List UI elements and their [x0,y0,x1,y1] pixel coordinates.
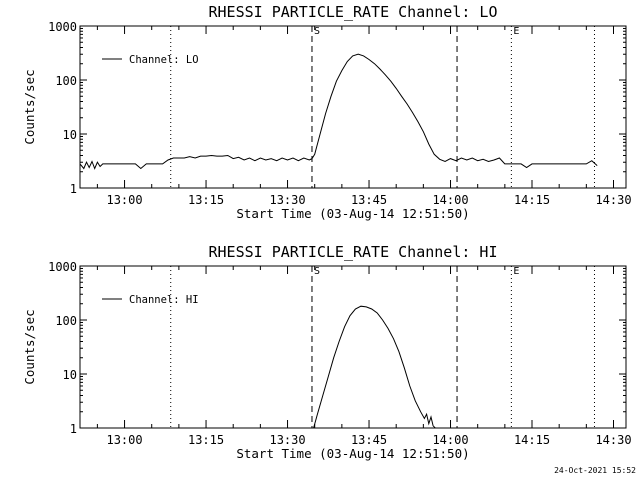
x-tick-label: 14:30 [595,193,631,207]
x-tick-label: 13:45 [351,433,387,447]
marker-label: E [513,266,519,277]
legend-entry: Channel: LO [129,54,199,66]
y-tick-label: 1000 [48,20,77,34]
x-tick-label: 14:15 [514,193,550,207]
plot-frame-1 [79,25,627,189]
x-tick-label: 13:45 [351,193,387,207]
plot-frame-2 [79,265,627,429]
x-axis-label: Start Time (03-Aug-14 12:51:50) [236,206,469,221]
marker-label: S [314,266,320,277]
y-axis-label: Counts/sec [22,69,37,144]
y-tick-label: 1000 [48,260,77,274]
y-tick-label: 1 [70,422,77,436]
marker-label: E [513,26,519,37]
x-tick-label: 14:30 [595,433,631,447]
x-tick-label: 13:15 [188,433,224,447]
x-tick-label: 13:30 [269,193,305,207]
y-tick-label: 10 [63,128,77,142]
x-axis-label: Start Time (03-Aug-14 12:51:50) [236,446,469,461]
x-tick-label: 13:00 [106,193,142,207]
x-tick-label: 14:00 [432,433,468,447]
x-tick-label: 14:15 [514,433,550,447]
x-tick-label: 13:15 [188,193,224,207]
y-tick-label: 100 [55,74,77,88]
marker-label: S [314,26,320,37]
y-tick-label: 1 [70,182,77,196]
legend-entry: Channel: HI [129,294,199,306]
y-tick-label: 100 [55,314,77,328]
chart-title-1: RHESSI PARTICLE_RATE Channel: LO [209,3,498,21]
series-line-1 [79,53,598,170]
x-tick-label: 14:00 [432,193,468,207]
chart-title-2: RHESSI PARTICLE_RATE Channel: HI [209,243,498,261]
plot-timestamp: 24-Oct-2021 15:52 [554,466,636,475]
series-line-2 [313,305,436,429]
x-tick-label: 13:30 [269,433,305,447]
y-tick-label: 10 [63,368,77,382]
x-tick-label: 13:00 [106,433,142,447]
y-axis-label: Counts/sec [22,309,37,384]
